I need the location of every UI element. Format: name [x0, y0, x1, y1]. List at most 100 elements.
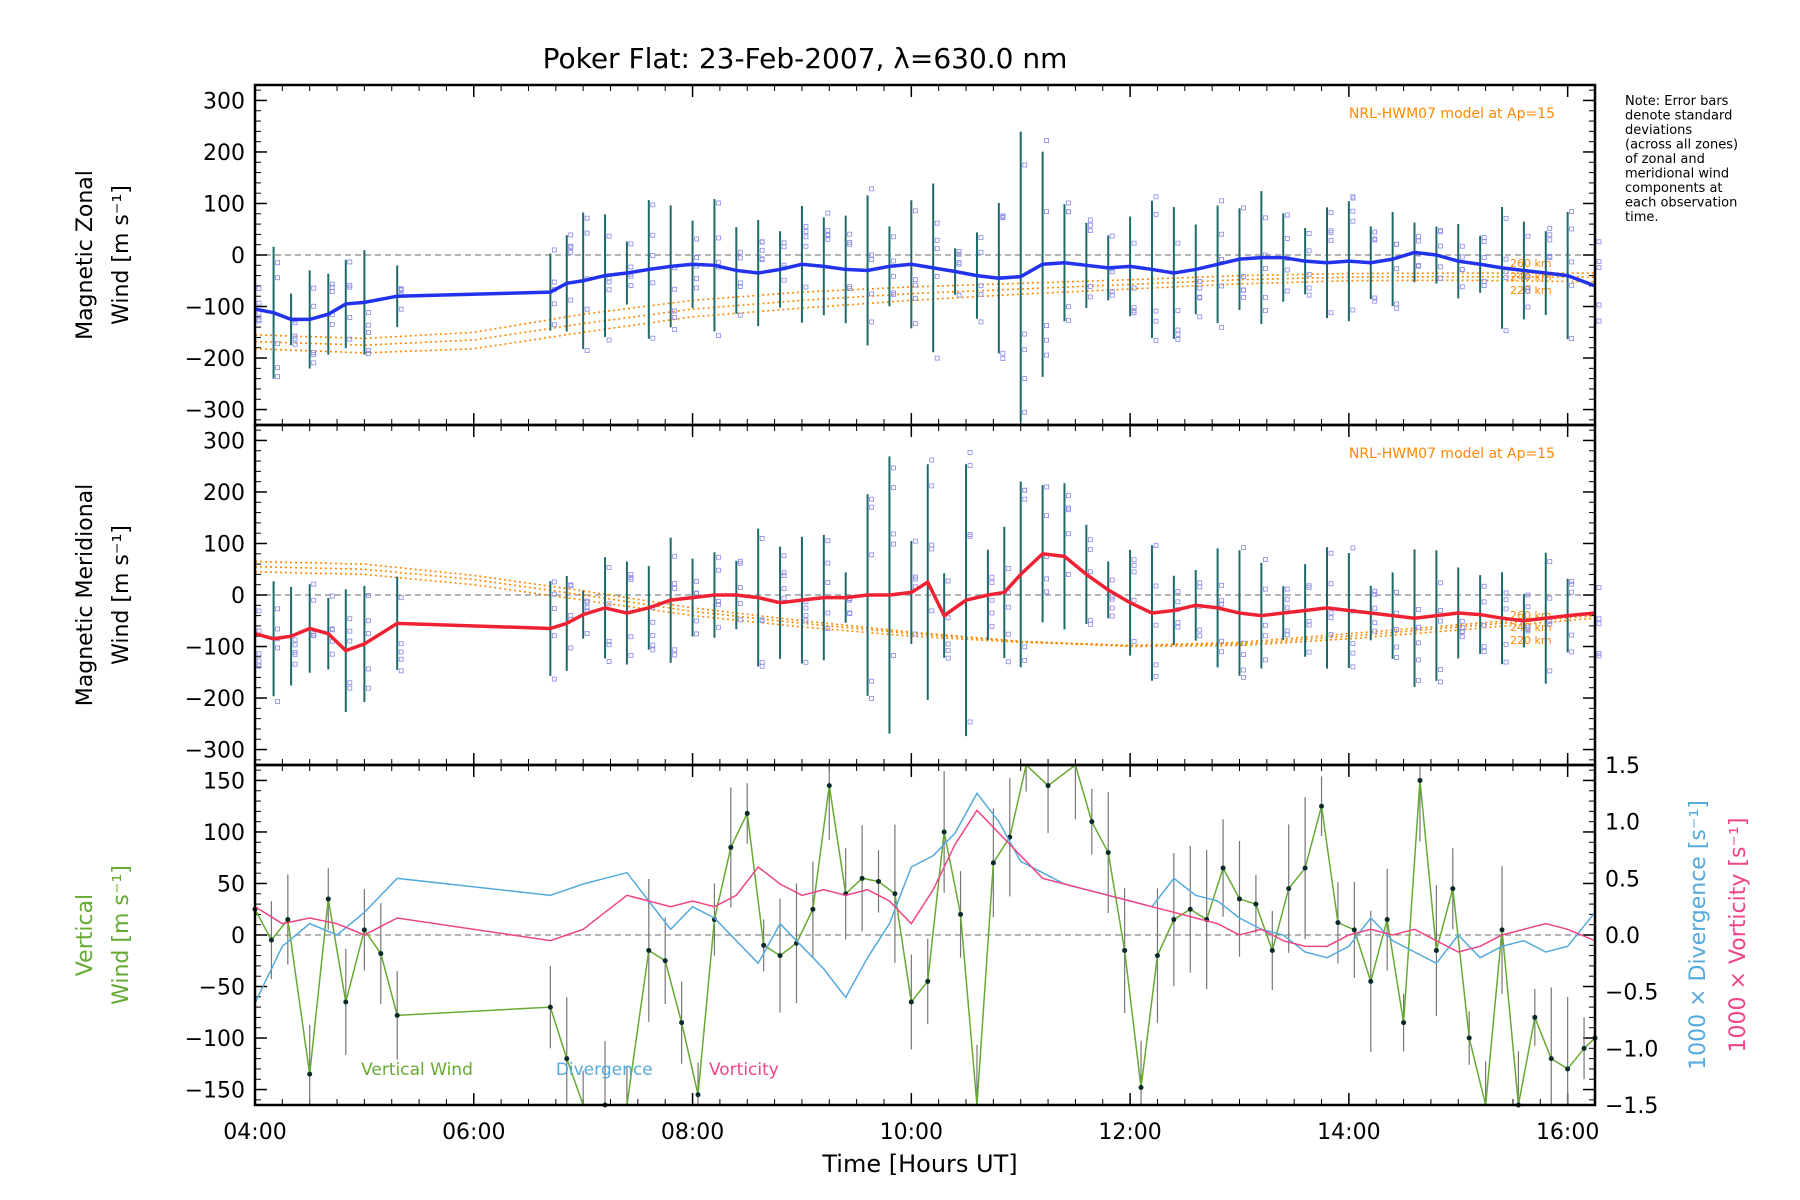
scatter-point	[672, 315, 678, 321]
vertical-wind-point	[1286, 886, 1292, 892]
scatter-point	[1044, 576, 1049, 582]
scatter-point	[628, 241, 634, 247]
scatter-point	[628, 273, 634, 279]
scatter-point	[1372, 229, 1378, 235]
scatter-point	[1022, 496, 1028, 502]
scatter-point	[716, 333, 721, 339]
scatter-point	[978, 235, 984, 241]
scatter-point	[781, 277, 787, 283]
scatter-point	[1066, 572, 1071, 577]
vertical-wind-point	[1138, 1084, 1144, 1090]
scatter-point	[1569, 649, 1575, 655]
vertical-wind-point	[325, 896, 331, 902]
scatter-point	[716, 554, 721, 560]
scatter-point	[551, 606, 557, 611]
scatter-point	[292, 341, 298, 347]
y-tick-label: −150	[185, 1079, 245, 1104]
scatter-point	[1066, 531, 1071, 537]
scatter-point	[737, 280, 743, 286]
scatter-point	[825, 580, 831, 585]
scatter-point	[1503, 215, 1509, 221]
scatter-point	[781, 573, 787, 578]
altitude-label: 220 km	[1510, 284, 1552, 297]
scatter-point	[1044, 484, 1049, 490]
vertical-wind-point	[990, 860, 996, 866]
scatter-point	[1394, 589, 1400, 595]
scatter-point	[1109, 269, 1115, 275]
y-tick-label: 300	[203, 429, 245, 454]
scatter-point	[956, 251, 962, 257]
scatter-point	[1416, 640, 1421, 646]
scatter-point	[1481, 583, 1487, 589]
note-line: time.	[1625, 210, 1659, 225]
scatter-point	[912, 574, 918, 580]
scatter-point	[311, 597, 317, 603]
scatter-point	[945, 655, 951, 661]
y2-tick-label: −0.5	[1605, 981, 1658, 1006]
y-tick-label: −200	[185, 347, 245, 372]
scatter-point	[1372, 605, 1378, 611]
scatter-point	[825, 227, 831, 233]
scatter-point	[347, 628, 353, 634]
scatter-point	[398, 306, 404, 312]
scatter-point	[1596, 621, 1602, 627]
scatter-point	[694, 276, 699, 281]
scatter-point	[716, 624, 721, 630]
scatter-point	[694, 255, 699, 261]
scatter-point	[1459, 243, 1465, 249]
scatter-point	[1525, 628, 1531, 634]
vertical-wind-point	[1269, 947, 1275, 953]
scatter-point	[1197, 314, 1203, 320]
scatter-point	[584, 631, 590, 637]
scatter-point	[568, 244, 574, 250]
scatter-point	[869, 552, 874, 558]
scatter-point	[1416, 657, 1421, 663]
scatter-point	[825, 210, 831, 216]
scatter-point	[1350, 218, 1356, 224]
scatter-point	[347, 638, 353, 644]
scatter-point	[1241, 274, 1246, 279]
scatter-point	[781, 240, 787, 246]
scatter-point	[568, 612, 574, 618]
scatter-point	[803, 613, 809, 619]
scatter-point	[1109, 233, 1115, 239]
scatter-point	[1306, 584, 1312, 590]
scatter-point	[1481, 255, 1487, 260]
scatter-point	[967, 719, 973, 725]
scatter-point	[1372, 620, 1378, 626]
scatter-point	[1459, 284, 1465, 290]
scatter-point	[1547, 621, 1553, 627]
scatter-point	[1087, 617, 1093, 623]
scatter-point	[737, 585, 743, 590]
y2-tick-label: 0.0	[1605, 924, 1640, 949]
scatter-point	[256, 286, 262, 291]
scatter-point	[1219, 649, 1225, 655]
vertical-wind-point	[958, 911, 964, 917]
scatter-point	[945, 578, 951, 584]
scatter-point	[1306, 272, 1312, 277]
y2-axis-label-vorticity: 1000 × Vorticity [s⁻¹]	[1726, 818, 1751, 1053]
y-tick-label: 0	[231, 584, 245, 609]
scatter-point	[650, 335, 656, 341]
y-tick-label: 50	[217, 872, 245, 897]
scatter-point	[967, 450, 973, 455]
scatter-point	[568, 232, 574, 238]
scatter-point	[1087, 222, 1093, 228]
scatter-point	[1044, 513, 1049, 519]
vertical-wind-point	[1532, 1014, 1538, 1020]
scatter-point	[568, 645, 574, 651]
scatter-point	[1394, 655, 1400, 660]
scatter-point	[650, 232, 656, 238]
scatter-point	[568, 249, 574, 255]
scatter-point	[1306, 285, 1312, 291]
scatter-point	[1175, 331, 1181, 337]
vertical-wind-point	[859, 875, 865, 881]
scatter-point	[759, 247, 765, 253]
scatter-point	[737, 249, 743, 255]
scatter-point	[1131, 562, 1137, 568]
scatter-point	[256, 317, 262, 322]
y-tick-label: 200	[203, 481, 245, 506]
scatter-point	[347, 685, 353, 691]
scatter-point	[628, 634, 634, 640]
